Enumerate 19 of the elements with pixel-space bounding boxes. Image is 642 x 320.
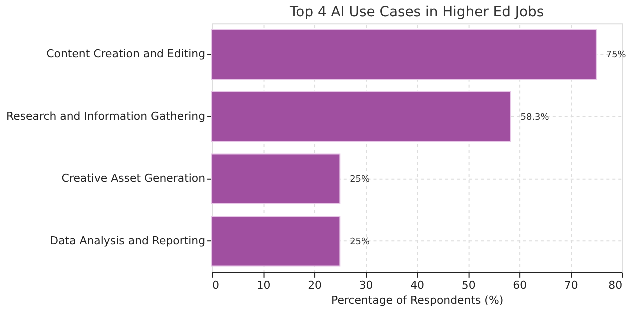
- y-tick-label: Content Creation and Editing: [46, 48, 206, 61]
- x-tick-label: 20: [308, 278, 322, 292]
- data-label: 75%: [606, 50, 626, 61]
- y-tick-label: Data Analysis and Reporting: [50, 234, 206, 248]
- x-tick-label: 0: [212, 278, 220, 292]
- x-tick-label: 70: [564, 278, 578, 292]
- x-axis-title: Percentage of Respondents (%): [331, 294, 504, 307]
- data-label: 25%: [350, 175, 370, 186]
- x-tick-label: 50: [462, 278, 476, 292]
- x-tick-label: 10: [256, 278, 271, 292]
- data-label: 58.3%: [520, 112, 550, 123]
- data-label: 25%: [350, 237, 370, 248]
- x-tick-label: 60: [513, 278, 528, 292]
- x-tick-label: 80: [608, 278, 623, 292]
- chart-title: Top 4 AI Use Cases in Higher Ed Jobs: [289, 4, 544, 21]
- y-tick-label: Research and Information Gathering: [6, 110, 206, 123]
- x-tick-label: 40: [410, 278, 425, 292]
- y-tick-label: Creative Asset Generation: [62, 172, 206, 186]
- x-tick-label: 30: [359, 278, 374, 292]
